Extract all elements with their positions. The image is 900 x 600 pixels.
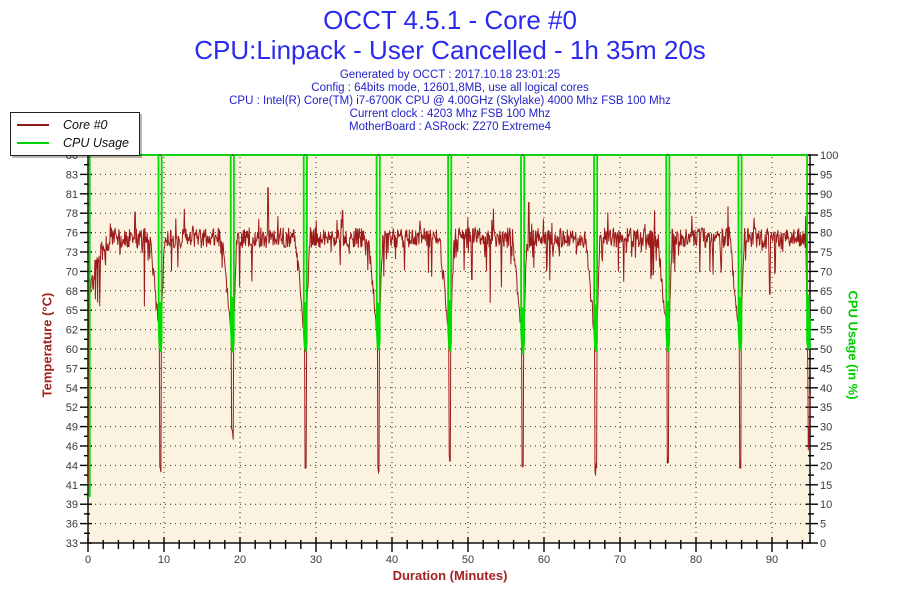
temp-tick-label: 62 xyxy=(66,325,78,337)
usage-tick-label: 15 xyxy=(820,480,832,492)
temp-tick-label: 73 xyxy=(66,247,78,259)
usage-tick-label: 70 xyxy=(820,266,832,278)
usage-tick-label: 25 xyxy=(820,441,832,453)
usage-tick-label: 75 xyxy=(820,247,832,259)
temp-tick-label: 52 xyxy=(66,402,78,414)
cpu-usage-axis-title: CPU Usage (in %) xyxy=(845,290,861,400)
duration-tick-label: 10 xyxy=(158,554,170,566)
usage-tick-label: 95 xyxy=(820,169,832,181)
usage-tick-label: 0 xyxy=(820,538,826,550)
usage-tick-label: 40 xyxy=(820,383,832,395)
temp-tick-label: 81 xyxy=(66,189,78,201)
info-line-generated: Generated by OCCT : 2017.10.18 23:01:25 xyxy=(339,69,561,81)
usage-tick-label: 50 xyxy=(820,344,832,356)
usage-tick-label: 60 xyxy=(820,305,832,317)
legend-item-core0: Core #0 xyxy=(17,116,129,134)
usage-tick-label: 85 xyxy=(820,208,832,220)
temp-tick-label: 41 xyxy=(66,480,78,492)
temp-tick-label: 36 xyxy=(66,519,78,531)
info-line-clock: Current clock : 4203 Mhz FSB 100 Mhz xyxy=(349,108,551,120)
usage-tick-label: 100 xyxy=(820,150,838,162)
duration-tick-label: 70 xyxy=(614,554,626,566)
usage-tick-label: 45 xyxy=(820,363,832,375)
usage-tick-label: 20 xyxy=(820,460,832,472)
core0-temperature-trace xyxy=(87,187,811,485)
temp-tick-label: 65 xyxy=(66,305,78,317)
temp-tick-label: 39 xyxy=(66,499,78,511)
temp-tick-label: 78 xyxy=(66,208,78,220)
temp-tick-label: 83 xyxy=(66,169,78,181)
legend-label-core0: Core #0 xyxy=(63,118,108,132)
usage-tick-label: 35 xyxy=(820,402,832,414)
core0-line-swatch xyxy=(17,124,49,126)
usage-tick-label: 30 xyxy=(820,422,832,434)
temperature-axis-title: Temperature (°C) xyxy=(39,292,55,398)
usage-tick-label: 5 xyxy=(820,519,826,531)
page-title: OCCT 4.5.1 - Core #0 xyxy=(323,5,577,35)
usage-tick-label: 65 xyxy=(820,286,832,298)
temp-tick-label: 60 xyxy=(66,344,78,356)
duration-tick-label: 80 xyxy=(690,554,702,566)
report-info: Generated by OCCT : 2017.10.18 23:01:25 … xyxy=(0,69,900,134)
duration-tick-label: 20 xyxy=(234,554,246,566)
info-line-config: Config : 64bits mode, 12601,8MB, use all… xyxy=(311,82,589,94)
info-line-cpu: CPU : Intel(R) Core(TM) i7-6700K CPU @ 4… xyxy=(229,95,671,107)
temp-tick-label: 54 xyxy=(66,383,78,395)
legend-item-cpu-usage: CPU Usage xyxy=(17,134,129,152)
temp-tick-label: 33 xyxy=(66,538,78,550)
usage-tick-label: 10 xyxy=(820,499,832,511)
duration-tick-label: 40 xyxy=(386,554,398,566)
temp-tick-label: 57 xyxy=(66,363,78,375)
usage-tick-label: 90 xyxy=(820,189,832,201)
info-line-motherboard: MotherBoard : ASRock: Z270 Extreme4 xyxy=(349,121,551,133)
duration-tick-label: 60 xyxy=(538,554,550,566)
duration-axis-title: Duration (Minutes) xyxy=(392,568,508,583)
temp-tick-label: 70 xyxy=(66,266,78,278)
temp-tick-label: 44 xyxy=(66,460,78,472)
duration-tick-label: 90 xyxy=(766,554,778,566)
cpu-usage-trace xyxy=(88,154,811,498)
duration-tick-label: 50 xyxy=(462,554,474,566)
legend-label-cpu-usage: CPU Usage xyxy=(63,136,129,150)
duration-tick-label: 30 xyxy=(310,554,322,566)
cpu-usage-line-swatch xyxy=(17,142,49,144)
page-subtitle: CPU:Linpack - User Cancelled - 1h 35m 20… xyxy=(194,35,706,65)
legend: Core #0 CPU Usage xyxy=(10,112,140,156)
duration-tick-label: 0 xyxy=(85,554,91,566)
temp-tick-label: 46 xyxy=(66,441,78,453)
temp-tick-label: 49 xyxy=(66,422,78,434)
usage-tick-label: 80 xyxy=(820,228,832,240)
usage-tick-label: 55 xyxy=(820,325,832,337)
temp-tick-label: 76 xyxy=(66,228,78,240)
temp-tick-label: 68 xyxy=(66,286,78,298)
